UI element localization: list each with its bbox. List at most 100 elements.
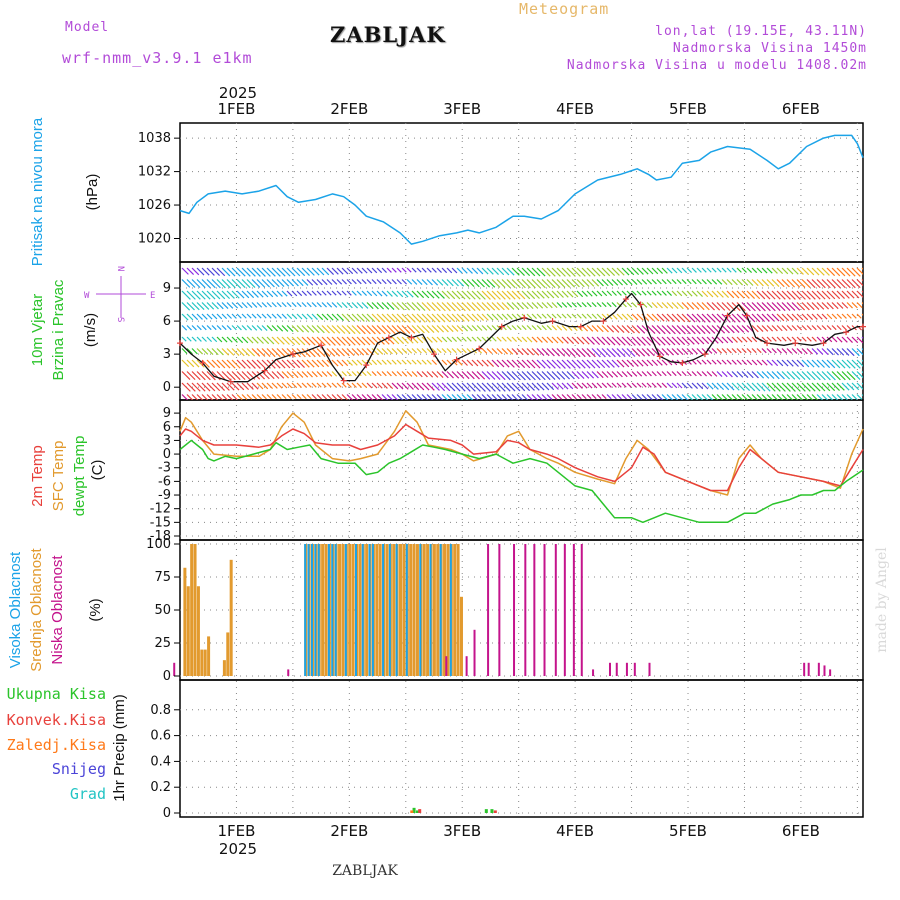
wind-barb <box>371 348 379 355</box>
wind-barb <box>186 267 195 276</box>
wind-barb <box>741 302 751 312</box>
temperature-tick-label: -18 <box>150 529 171 544</box>
wind-barb <box>441 325 449 333</box>
date-label-top: 2FEB <box>330 100 368 118</box>
wind-barb <box>206 267 215 276</box>
wind-barb <box>341 290 347 296</box>
wind-barb <box>616 394 622 400</box>
cloud-mid-bar <box>186 586 190 676</box>
wind-barb <box>741 394 749 400</box>
wind-barb <box>251 313 257 319</box>
wind-barb <box>506 302 515 310</box>
wind-barb <box>576 267 586 277</box>
cloud-high-bar <box>331 544 334 676</box>
precip-tick-label: 0.2 <box>150 780 171 795</box>
wind-barb <box>186 382 196 392</box>
wind-barb <box>806 336 812 342</box>
wind-barb <box>841 302 849 309</box>
wind-barb <box>366 359 373 366</box>
wind-barb <box>301 371 309 378</box>
wind-barb <box>846 267 856 277</box>
precip-tick-label: 0 <box>163 806 171 821</box>
wind-barb <box>751 313 761 323</box>
wind-barb <box>851 336 859 344</box>
compass-rose: N W E S <box>84 266 155 322</box>
wind-barb <box>216 325 222 331</box>
wind-gust-marker <box>724 312 731 319</box>
wind-barb <box>226 302 234 309</box>
wind-barb <box>641 302 648 308</box>
wind-barb <box>641 336 651 346</box>
wind-barb <box>321 290 327 296</box>
wind-barb <box>751 325 759 333</box>
wind-barb <box>781 279 790 288</box>
cloud-low-bar <box>173 662 176 676</box>
wind-barb <box>241 336 249 344</box>
wind-barb <box>331 313 339 321</box>
temperature-tick-label: 0 <box>163 447 171 462</box>
wind-barb <box>291 267 301 277</box>
wind-barb <box>571 267 581 277</box>
wind-barb <box>826 325 832 331</box>
wind-barb <box>326 279 333 285</box>
wind-barb <box>286 325 294 333</box>
wind-barb <box>646 267 654 275</box>
t2m-line <box>179 423 864 492</box>
wind-barb <box>266 313 272 319</box>
wind-barb <box>796 336 802 342</box>
wind-barb <box>216 382 226 392</box>
cloud-low-bar <box>473 629 476 676</box>
cloud-low-bar <box>817 662 820 676</box>
wind-barb <box>616 325 625 334</box>
wind-barb <box>721 290 730 299</box>
wind-barb <box>506 394 514 400</box>
wind-barb <box>661 371 667 377</box>
wind-barb <box>191 348 198 355</box>
wind-barb <box>831 359 841 369</box>
cloud-mid-bar <box>358 544 362 676</box>
wind-barb <box>496 267 505 276</box>
precip-panel-frame <box>179 679 864 818</box>
wind-barb <box>746 382 756 392</box>
wind-barb <box>326 302 333 308</box>
wind-barb <box>711 394 719 400</box>
wind-barb <box>846 382 855 391</box>
wind-barb <box>776 394 784 400</box>
wind-barb <box>781 371 791 380</box>
wind-barb <box>451 279 459 287</box>
wind-barb <box>421 279 428 286</box>
cloud-high-bar <box>310 544 313 676</box>
wind-barb <box>691 313 701 323</box>
wind-barb <box>266 325 273 332</box>
wind-barb <box>731 348 737 354</box>
wind-barb <box>431 394 439 400</box>
wind-barb <box>236 348 245 357</box>
wind-barb <box>776 325 783 332</box>
temperature-tick-label: 9 <box>163 406 171 421</box>
cloud-high-bar <box>388 544 391 676</box>
wind-barb <box>396 325 406 334</box>
wind-barb <box>271 279 280 288</box>
wind-gust-marker <box>792 340 799 347</box>
wind-barb <box>421 267 427 273</box>
wind-barb <box>791 302 801 311</box>
wind-barb <box>351 382 357 388</box>
wind-barb <box>471 336 477 342</box>
wind-barb <box>656 348 665 356</box>
wind-barb <box>471 382 481 392</box>
wind-barb <box>326 290 332 296</box>
cloud-mid-bar <box>351 544 355 676</box>
wind-barb <box>851 290 860 299</box>
wind-barb <box>251 348 261 357</box>
wind-barb <box>501 359 510 368</box>
wind-barb <box>596 313 603 320</box>
cloud-axis-title-2: Srednja Oblacnost <box>28 547 45 671</box>
wind-barb <box>261 279 271 288</box>
wind-barb <box>441 279 449 286</box>
wind-barb <box>486 394 494 400</box>
wind-barb <box>766 290 776 300</box>
wind-barb <box>406 267 412 273</box>
wind-barb <box>286 382 293 389</box>
wind-barb <box>201 371 211 381</box>
wind-barb <box>576 336 585 345</box>
